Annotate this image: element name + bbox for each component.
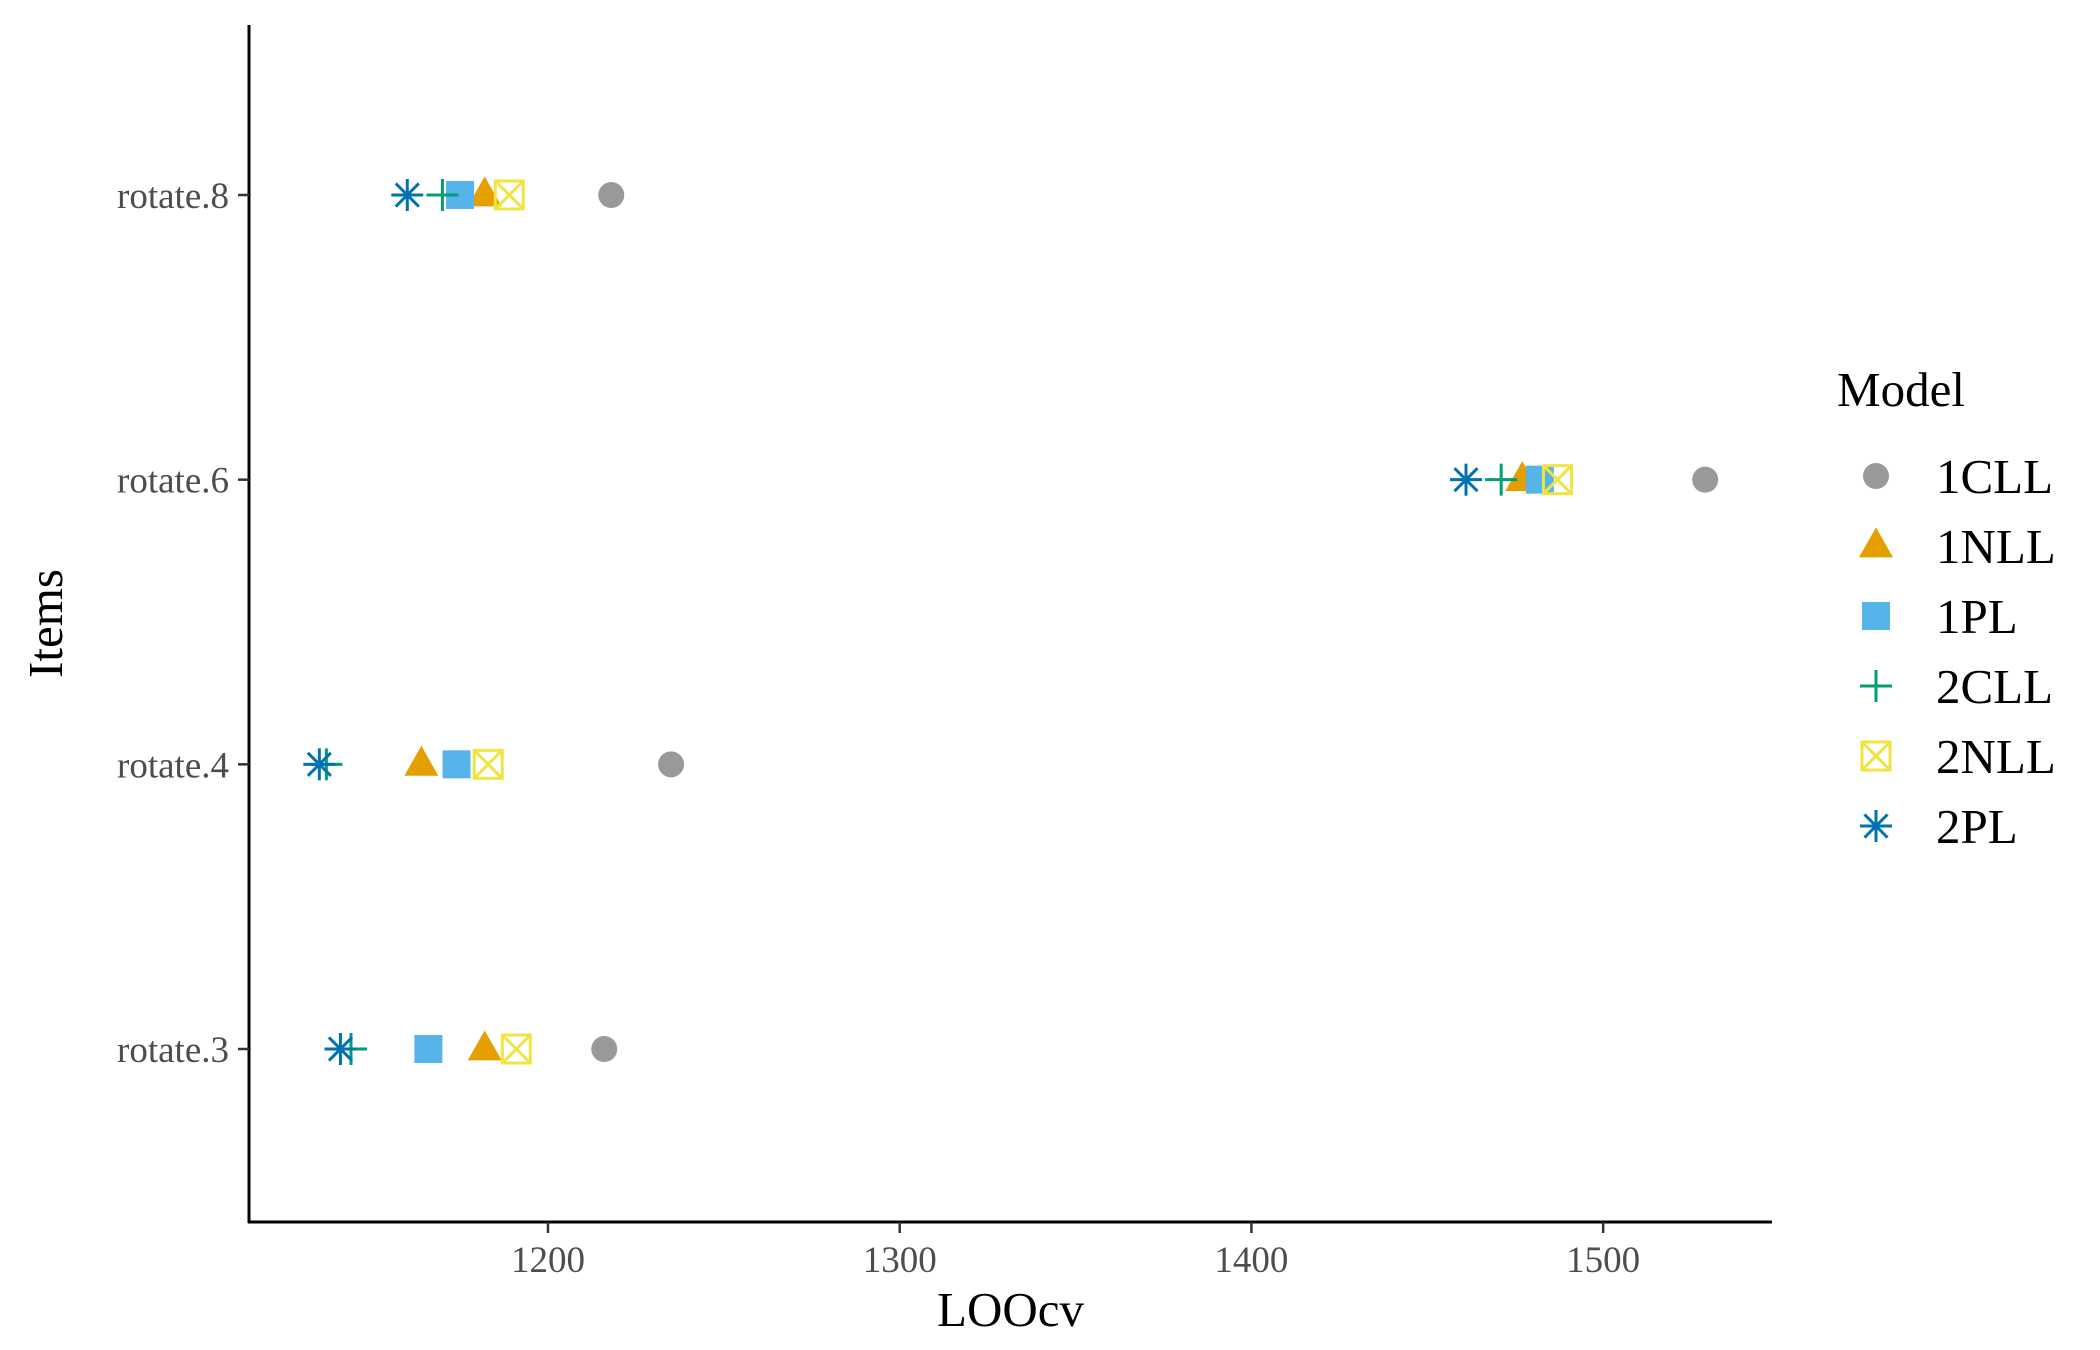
legend-label: 2CLL — [1936, 659, 2053, 714]
x-tick-label: 1300 — [863, 1240, 937, 1281]
y-tick-label: rotate.8 — [117, 176, 229, 217]
data-point-2pl — [391, 179, 424, 211]
data-point-2nll — [472, 748, 504, 780]
legend-item: 1CLL — [1863, 449, 2053, 504]
legend-label: 1NLL — [1936, 519, 2056, 574]
y-tick-label: rotate.6 — [117, 461, 229, 502]
legend-item: 2NLL — [1860, 729, 2056, 784]
data-point-2pl — [1449, 463, 1482, 496]
data-point-2nll — [493, 179, 525, 211]
legend-item: 1PL — [1862, 589, 2018, 644]
y-tick-label: rotate.3 — [117, 1030, 229, 1071]
legend-key-1cll — [1863, 463, 1889, 489]
legend-item: 1NLL — [1859, 519, 2056, 574]
data-point-2nll — [1541, 464, 1573, 496]
x-tick-label: 1200 — [511, 1240, 585, 1281]
y-axis-title: Items — [18, 569, 73, 678]
legend-item: 2PL — [1860, 799, 2018, 854]
data-point-1nll — [467, 176, 502, 207]
data-point-2cll — [426, 179, 459, 211]
legend-key-1nll — [1859, 527, 1893, 558]
data-point-2pl — [324, 1033, 357, 1065]
data-point-1cll — [658, 751, 685, 778]
legend-item: 2CLL — [1860, 659, 2053, 714]
data-point-1cll — [598, 182, 625, 208]
data-point-1pl — [442, 750, 471, 779]
data-point-1nll — [404, 745, 439, 776]
legend-key-1pl — [1862, 602, 1890, 630]
legend-key-2cll — [1860, 670, 1892, 702]
x-tick-label: 1400 — [1214, 1240, 1288, 1281]
data-points — [303, 176, 1719, 1065]
data-point-1cll — [1692, 466, 1719, 493]
legend-label: 1CLL — [1936, 449, 2053, 504]
data-point-2pl — [303, 748, 336, 781]
legend-title: Model — [1837, 362, 1965, 417]
legend-label: 1PL — [1936, 589, 2018, 644]
y-tick-label: rotate.4 — [117, 745, 229, 786]
data-point-2nll — [500, 1033, 532, 1065]
legend-label: 2NLL — [1936, 729, 2056, 784]
data-point-1nll — [467, 1030, 502, 1061]
data-point-2cll — [1485, 463, 1518, 496]
legend-key-2nll — [1860, 740, 1892, 772]
x-axis-title: LOOcv — [937, 1282, 1084, 1337]
legend: Model 1CLL 1NLL 1PL 2CLL 2NLL 2PL — [1837, 362, 2056, 854]
data-point-1pl — [414, 1035, 443, 1063]
axes: 1200 1300 1400 1500 rotate.3 rotate.4 rotate.6… — [117, 25, 1772, 1281]
data-point-1cll — [591, 1036, 618, 1062]
legend-key-2pl — [1860, 810, 1892, 842]
legend-label: 2PL — [1936, 799, 2018, 854]
x-tick-label: 1500 — [1566, 1240, 1640, 1281]
